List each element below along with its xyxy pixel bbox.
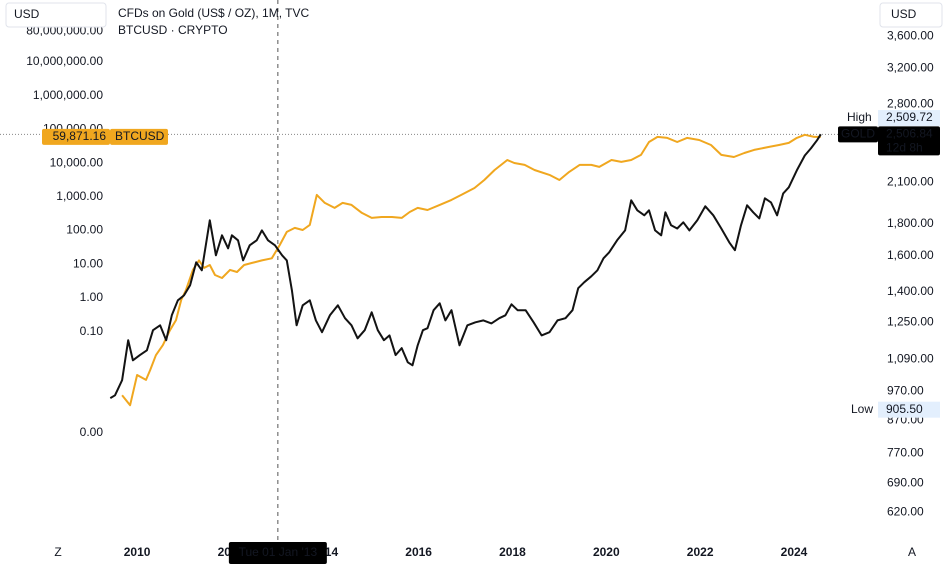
x-tick-label: 2020 [593,545,620,559]
y2-tick-label: 620.00 [887,504,924,518]
unit-box [879,2,943,28]
y2-tick-label: 1,800.00 [887,216,934,230]
y2-tick-label: 3,200.00 [887,61,934,75]
legend-entry: CFDs on Gold (US$ / OZ), 1M, TVC [118,6,309,20]
low-label: 905.50 [886,402,923,416]
y2-tick-label: 1,250.00 [887,315,934,329]
auto-scale-button[interactable]: A [908,545,916,559]
y-tick-label: 0.10 [80,324,104,338]
series-label: BTCUSD [115,129,165,143]
zoom-button[interactable]: Z [54,545,61,559]
low-name: Low [851,402,873,416]
high-label: 2,509.72 [886,110,933,124]
x-tick-label: 2010 [124,545,151,559]
x-tick-label: 2024 [781,545,808,559]
x-tick-label: 2022 [687,545,714,559]
y-tick-label: 1,000.00 [56,189,103,203]
x-tick-label: 2016 [405,545,432,559]
high-name: High [847,110,872,124]
line [121,133,821,407]
y-tick-label: 1.00 [80,290,104,304]
y2-tick-label: 2,800.00 [887,97,934,111]
y-tick-label: 10,000,000.00 [26,54,103,68]
crosshair-label-box [228,542,327,564]
unit-box [5,2,107,28]
series-label-box [838,126,878,143]
y2-tick-label: 1,400.00 [887,284,934,298]
y-tick-label: 1,000,000.00 [33,88,103,102]
price-label: 2,506.84 [886,127,933,141]
y2-tick-label: 770.00 [887,446,924,460]
y-tick-label: 100.00 [66,223,103,237]
high-box [878,110,940,127]
price-label-box [42,128,110,145]
x-tick-label: 2018 [499,545,526,559]
y2-tick-label: 690.00 [887,475,924,489]
series-label: GOLD [841,127,875,141]
price-label-box [878,126,940,156]
legend-entry: BTCUSD · CRYPTO [118,23,228,37]
y2-tick-label: 1,600.00 [887,248,934,262]
y-tick-label: 10,000.00 [50,155,104,169]
unit-label: USD [14,7,40,21]
low-box [878,401,940,418]
y2-tick-label: 1,090.00 [887,352,934,366]
y2-tick-label: 2,100.00 [887,174,934,188]
crosshair-label: Tue 01 Jan '13 [239,545,318,559]
price-label: 59,871.16 [53,129,107,143]
y-tick-label: 10.00 [73,256,103,270]
y2-tick-label: 3,600.00 [887,29,934,43]
series-label-box [110,128,168,145]
countdown: 12d 8h [886,141,923,155]
y2-tick-label: 970.00 [887,383,924,397]
y-tick-label: 0.00 [80,425,104,439]
unit-label: USD [891,7,917,21]
line [109,133,822,399]
